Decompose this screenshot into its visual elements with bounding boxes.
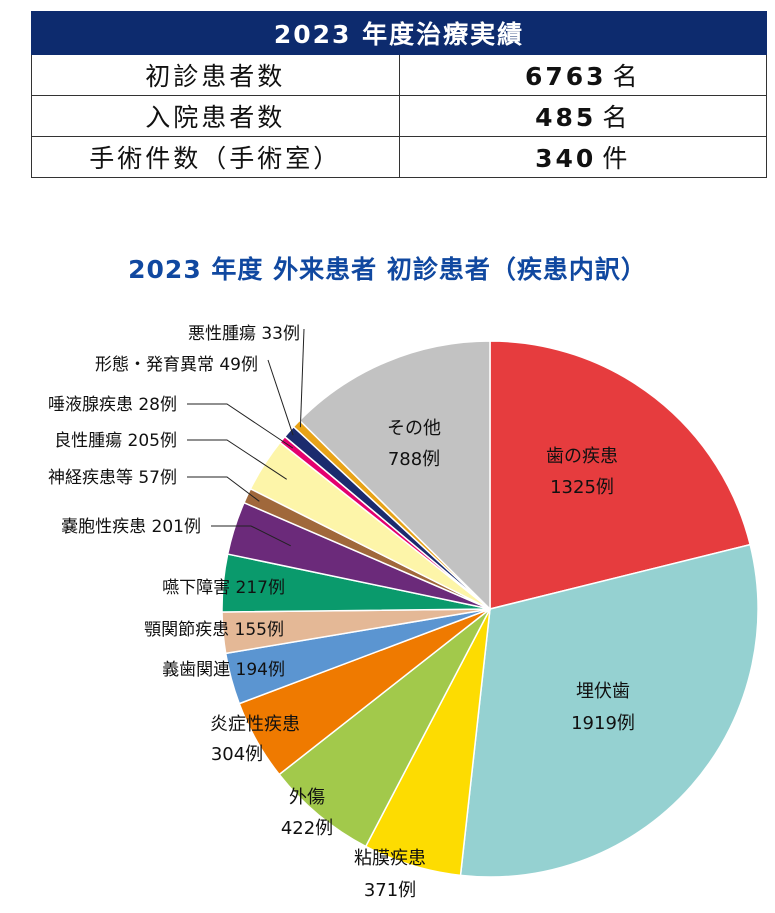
leader-line — [187, 403, 294, 449]
slice-label-value: 1325例 — [550, 477, 614, 498]
row-unit: 名 — [612, 62, 641, 91]
slice-label-value: 422例 — [281, 818, 333, 839]
slice-label-name: その他 — [387, 418, 441, 439]
slice-label-name: 炎症性疾患 — [210, 714, 300, 735]
treatment-results-table: 2023 年度治療実績 初診患者数 6763 名 入院患者数 485 名 手術件数（… — [31, 11, 767, 178]
leader-line — [187, 476, 260, 502]
slice-label-value: 788例 — [388, 449, 440, 470]
slice-label-name: 埋伏歯 — [576, 681, 630, 702]
slice-label: 顎関節疾患 155例 — [144, 620, 284, 640]
slice-label: 唾液腺疾患 28例 — [48, 395, 177, 415]
slice-label-value: 371例 — [364, 880, 416, 901]
pie-slice — [278, 608, 491, 848]
leader-line — [299, 328, 305, 428]
row-label: 手術件数（手術室） — [31, 136, 400, 178]
slice-label: 嚥下障害 217例 — [162, 578, 285, 598]
row-unit: 名 — [602, 103, 631, 132]
row-value: 340 — [535, 144, 597, 173]
slice-label: 悪性腫瘍 33例 — [188, 324, 300, 344]
table-title: 2023 年度治療実績 — [31, 11, 767, 55]
pie-slice — [459, 543, 759, 878]
leader-line — [187, 439, 287, 480]
pie-slice — [298, 340, 491, 611]
table-row: 手術件数（手術室） 340 件 — [31, 136, 767, 178]
slice-label: 神経疾患等 57例 — [48, 468, 177, 488]
leader-line — [267, 359, 294, 436]
row-value-cell: 485 名 — [398, 95, 767, 137]
row-value-cell: 340 件 — [398, 136, 767, 178]
slice-label-value: 304例 — [211, 744, 263, 765]
leader-line — [211, 525, 291, 547]
slice-label-name: 外傷 — [289, 787, 325, 808]
row-value: 6763 — [524, 62, 607, 91]
slice-label: 嚢胞性疾患 201例 — [61, 517, 201, 537]
chart-title: 2023 年度 外来患者 初診患者（疾患内訳） — [128, 255, 647, 284]
slice-label: 形態・発育異常 49例 — [95, 355, 258, 375]
slice-label: 義歯関連 194例 — [162, 660, 285, 680]
row-value: 485 — [535, 103, 597, 132]
row-value-cell: 6763 名 — [398, 54, 767, 96]
pie-slice — [489, 340, 752, 610]
slice-label-value: 1919例 — [571, 713, 635, 734]
slice-label: 良性腫瘍 205例 — [54, 431, 177, 451]
slice-label-name: 歯の疾患 — [546, 446, 618, 467]
slice-label-name: 粘膜疾患 — [354, 848, 426, 869]
row-unit: 件 — [602, 144, 631, 173]
